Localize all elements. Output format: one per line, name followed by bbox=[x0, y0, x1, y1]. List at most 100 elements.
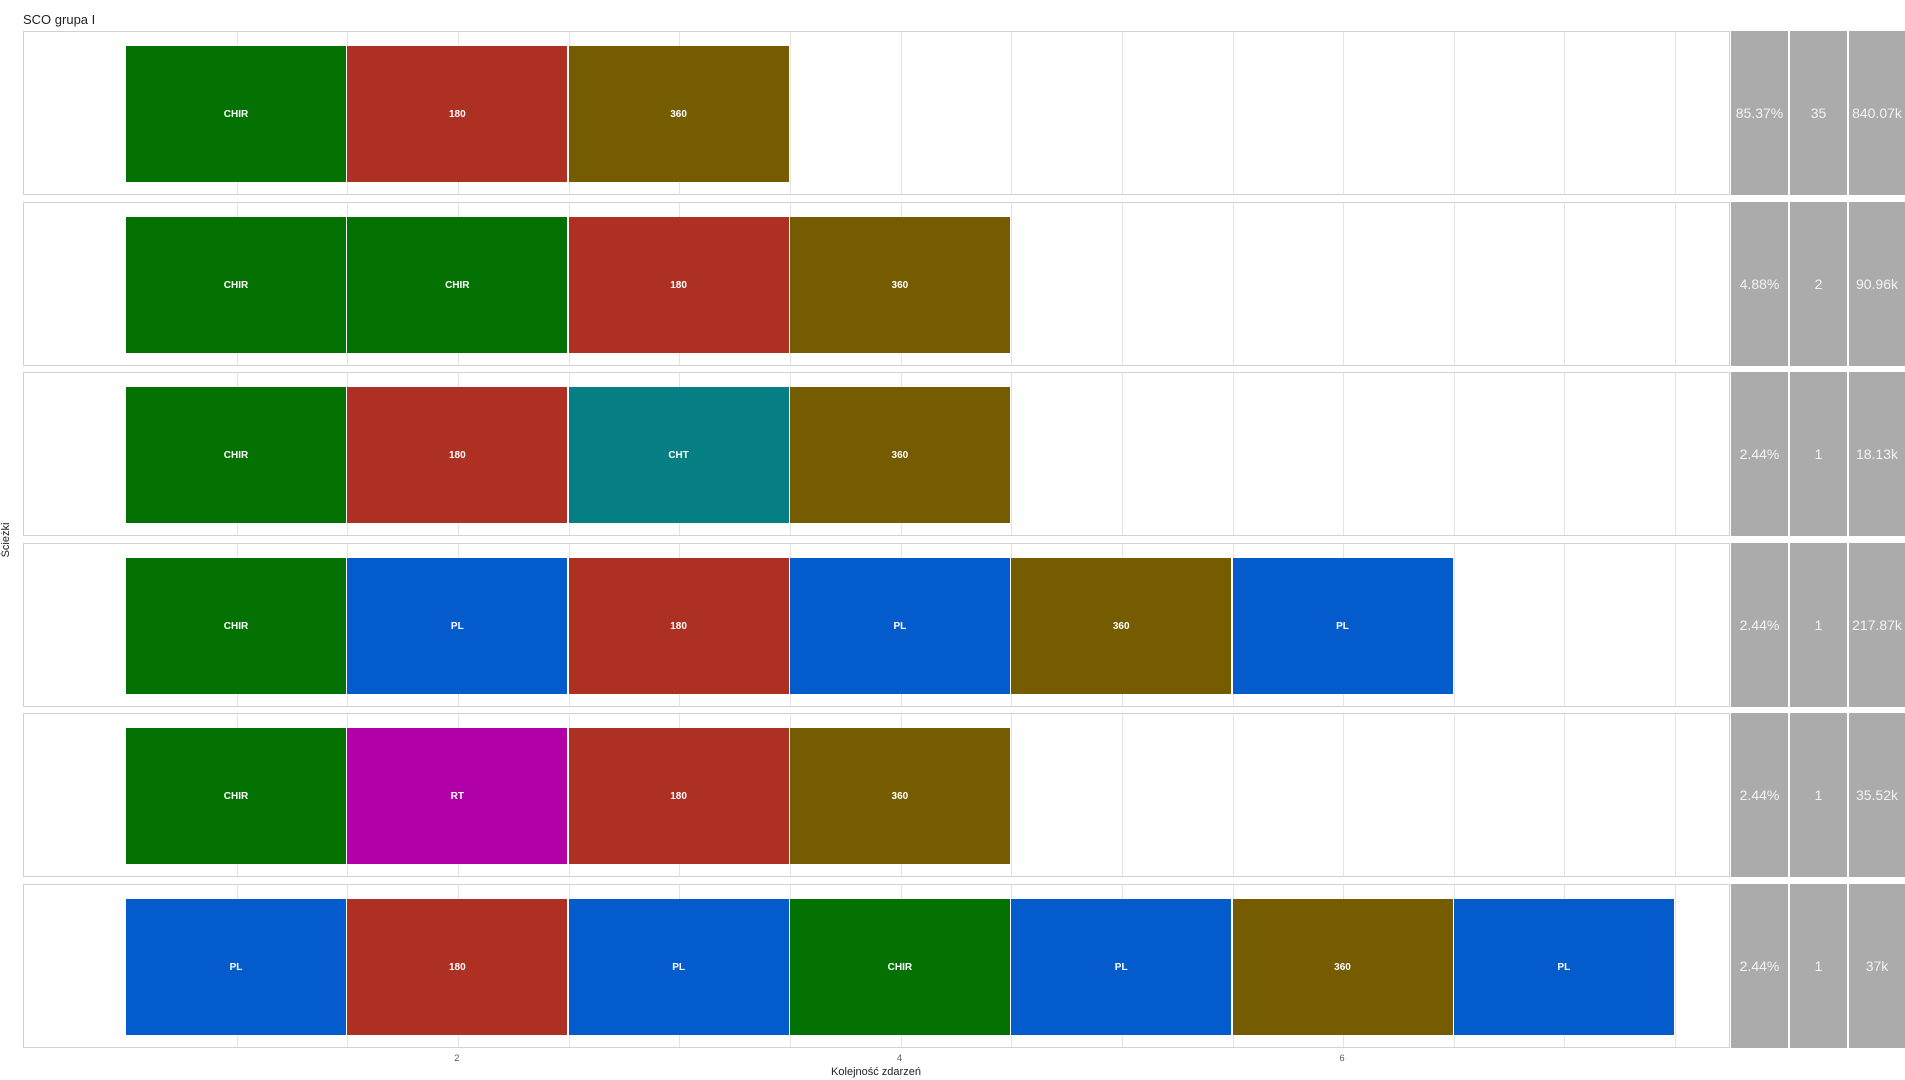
event-label: CHIR bbox=[223, 108, 249, 120]
event-label: 180 bbox=[670, 279, 687, 291]
event-label: 180 bbox=[448, 108, 466, 120]
grid-line bbox=[1232, 203, 1234, 365]
event-label: PL bbox=[672, 961, 685, 973]
event-label: 360 bbox=[891, 449, 909, 461]
stat-value: 18.13k bbox=[1849, 372, 1905, 536]
event-bar: CHIR bbox=[126, 387, 347, 523]
event-label: CHIR bbox=[223, 279, 249, 291]
event-bar: CHIR bbox=[126, 46, 347, 182]
x-axis-label: Kolejność zdarzeń bbox=[831, 1066, 921, 1078]
event-label: 180 bbox=[448, 961, 466, 973]
grid-line bbox=[1675, 32, 1677, 194]
event-bar: PL bbox=[1453, 899, 1675, 1035]
stat-count: 35 bbox=[1790, 31, 1847, 195]
grid-line bbox=[1564, 544, 1566, 706]
stat-percent: 85.37% bbox=[1731, 31, 1788, 195]
event-label: PL bbox=[1557, 961, 1571, 973]
event-bar: 360 bbox=[568, 46, 790, 182]
grid-line bbox=[789, 32, 791, 194]
x-tick-label: 2 bbox=[454, 1053, 460, 1063]
grid-line bbox=[900, 32, 902, 194]
event-label: 180 bbox=[670, 620, 687, 632]
stat-count: 2 bbox=[1790, 202, 1847, 366]
grid-line bbox=[1343, 714, 1345, 876]
grid-line bbox=[1011, 373, 1013, 535]
grid-line bbox=[1121, 373, 1123, 535]
grid-line bbox=[1343, 373, 1345, 535]
stat-count: 1 bbox=[1790, 543, 1847, 707]
stat-value: 37k bbox=[1849, 884, 1905, 1048]
event-bar: PL bbox=[1011, 899, 1233, 1035]
x-tick-label: 4 bbox=[897, 1053, 903, 1063]
grid-line bbox=[1564, 32, 1566, 194]
path-panel: CHIR CHIR 180 360 bbox=[23, 202, 1730, 366]
path-panel: CHIR RT 180 360 bbox=[23, 713, 1730, 877]
event-label: PL bbox=[229, 961, 243, 973]
stat-count: 1 bbox=[1790, 372, 1847, 536]
event-bar: 180 bbox=[347, 46, 569, 182]
grid-line bbox=[1453, 373, 1455, 535]
stat-count: 1 bbox=[1790, 713, 1847, 877]
grid-line bbox=[1453, 32, 1455, 194]
grid-line bbox=[1675, 714, 1677, 876]
chart-title: SCO grupa I bbox=[23, 12, 96, 27]
path-panel: CHIR PL 180 PL 360 PL bbox=[23, 543, 1730, 707]
event-label: 360 bbox=[1112, 620, 1130, 632]
grid-line bbox=[1453, 203, 1455, 365]
event-bar: 360 bbox=[1232, 899, 1454, 1035]
grid-line bbox=[1343, 203, 1345, 365]
grid-line bbox=[1564, 714, 1566, 876]
event-label: 360 bbox=[891, 279, 909, 291]
grid-line bbox=[1453, 544, 1455, 706]
event-bar: 180 bbox=[568, 558, 790, 694]
x-tick-label: 6 bbox=[1339, 1053, 1345, 1063]
event-label: CHIR bbox=[445, 279, 470, 291]
grid-line bbox=[1232, 373, 1234, 535]
grid-line bbox=[1011, 203, 1013, 365]
grid-line bbox=[1453, 714, 1455, 876]
event-label: CHIR bbox=[223, 620, 249, 632]
event-label: RT bbox=[450, 790, 464, 802]
event-bar: CHIR bbox=[126, 217, 347, 353]
event-bar: 360 bbox=[1011, 558, 1233, 694]
grid-line bbox=[1675, 885, 1677, 1047]
event-bar: RT bbox=[347, 728, 569, 864]
stat-value: 35.52k bbox=[1849, 713, 1905, 877]
event-bar: 180 bbox=[347, 899, 569, 1035]
grid-line bbox=[1564, 203, 1566, 365]
stat-percent: 4.88% bbox=[1731, 202, 1788, 366]
stat-count: 1 bbox=[1790, 884, 1847, 1048]
event-bar: PL bbox=[347, 558, 569, 694]
event-bar: CHIR bbox=[347, 217, 569, 353]
path-panel: CHIR 180 CHT 360 bbox=[23, 372, 1730, 536]
grid-line bbox=[1675, 544, 1677, 706]
grid-line bbox=[1675, 203, 1677, 365]
event-label: 360 bbox=[670, 108, 687, 120]
event-bar: CHT bbox=[568, 387, 790, 523]
event-bar: 180 bbox=[347, 387, 569, 523]
grid-line bbox=[1675, 373, 1677, 535]
event-bar: PL bbox=[789, 558, 1011, 694]
event-label: 360 bbox=[1334, 961, 1351, 973]
grid-line bbox=[1232, 32, 1234, 194]
grid-line bbox=[1121, 714, 1123, 876]
event-label: PL bbox=[1336, 620, 1349, 632]
stat-value: 90.96k bbox=[1849, 202, 1905, 366]
event-label: CHT bbox=[668, 449, 689, 461]
event-bar: 360 bbox=[789, 387, 1011, 523]
event-bar: CHIR bbox=[126, 558, 347, 694]
stat-value: 217.87k bbox=[1849, 543, 1905, 707]
stat-percent: 2.44% bbox=[1731, 372, 1788, 536]
event-bar: 360 bbox=[789, 728, 1011, 864]
event-label: CHIR bbox=[223, 790, 249, 802]
event-label: CHIR bbox=[887, 961, 913, 973]
event-bar: 180 bbox=[568, 728, 790, 864]
event-label: PL bbox=[893, 620, 907, 632]
event-bar: 180 bbox=[568, 217, 790, 353]
event-label: PL bbox=[450, 620, 464, 632]
event-label: 360 bbox=[891, 790, 909, 802]
stat-percent: 2.44% bbox=[1731, 713, 1788, 877]
stat-percent: 2.44% bbox=[1731, 543, 1788, 707]
grid-line bbox=[1564, 373, 1566, 535]
path-panel: PL 180 PL CHIR PL 360 PL bbox=[23, 884, 1730, 1048]
